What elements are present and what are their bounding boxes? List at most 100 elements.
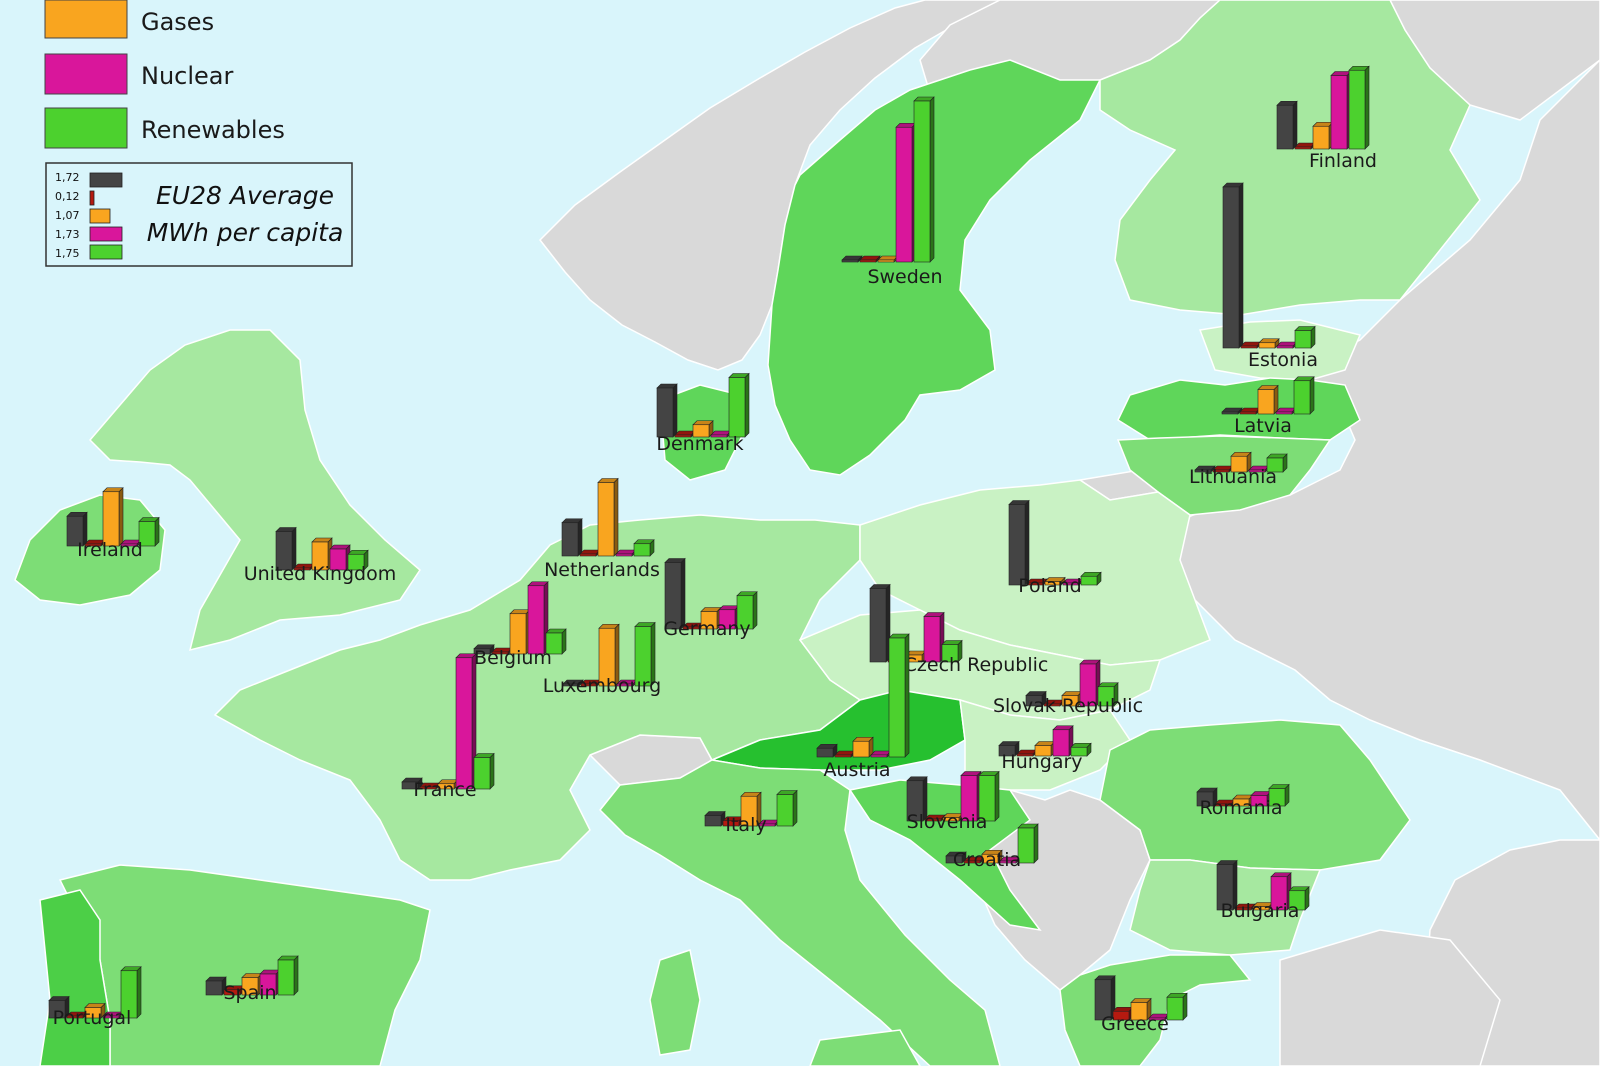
bar-side-greece-renewables xyxy=(1182,992,1188,1021)
bar-front-latvia-renewables xyxy=(1293,380,1311,415)
bar-portugal-solids xyxy=(48,995,70,1019)
bar-front-united-kingdom-gases xyxy=(311,541,329,571)
legend-swatch-nuclear xyxy=(44,53,128,95)
bar-top-czech-republic-solids xyxy=(869,584,891,589)
bar-top-france-renewables xyxy=(473,753,495,758)
bar-front-netherlands-renewables xyxy=(633,543,651,557)
bar-side-spain-renewables xyxy=(293,955,299,996)
bar-slovak-republic-renewables xyxy=(1097,682,1119,707)
bar-top-latvia-gases xyxy=(1257,385,1279,390)
bar-front-netherlands-solids xyxy=(561,522,579,557)
bar-top-sweden-oil xyxy=(859,255,881,261)
bar-top-united-kingdom-solids xyxy=(275,527,297,532)
bar-front-france-solids xyxy=(401,781,419,790)
bar-united-kingdom-solids xyxy=(275,526,297,571)
ireland-region xyxy=(14,494,166,606)
country-charts: Sweden Finland Estonia Latvia Lithuania Denma… xyxy=(48,65,1377,1035)
bar-front-finland-oil xyxy=(1294,146,1312,150)
bar-top-finland-gases xyxy=(1312,121,1334,127)
country-label-romania: Romania xyxy=(1199,797,1282,819)
average-value-nuclear: 1,73 xyxy=(55,228,80,241)
chart-slovak-republic: Slovak Republic xyxy=(993,659,1143,717)
bar-greece-renewables xyxy=(1166,992,1188,1021)
bar-front-romania-oil xyxy=(1214,803,1232,807)
bar-front-greece-nuclear xyxy=(1148,1017,1166,1021)
chart-estonia: Estonia xyxy=(1222,182,1318,371)
chart-czech-republic: Czech Republic xyxy=(869,583,1048,676)
bar-greece-solids xyxy=(1094,975,1116,1021)
bar-side-denmark-renewables xyxy=(744,372,750,438)
bar-top-austria-gases xyxy=(852,736,874,742)
bar-top-latvia-solids xyxy=(1221,407,1243,413)
bar-side-italy-renewables xyxy=(792,789,798,827)
bar-greece-gases xyxy=(1130,997,1152,1021)
bar-side-finland-solids xyxy=(1292,100,1298,150)
bar-front-lithuania-gases xyxy=(1230,455,1248,473)
bar-top-ireland-gases xyxy=(102,487,124,493)
bar-estonia-solids xyxy=(1222,182,1244,349)
chart-latvia: Latvia xyxy=(1221,376,1315,437)
bar-top-austria-oil xyxy=(834,750,856,756)
bar-front-united-kingdom-solids xyxy=(275,531,293,571)
chart-france: France xyxy=(401,653,495,801)
bar-top-ireland-renewables xyxy=(138,517,160,522)
bar-top-belgium-gases xyxy=(509,609,531,615)
country-label-united-kingdom: United Kingdom xyxy=(244,563,397,585)
bar-front-ireland-oil xyxy=(84,543,102,547)
bar-top-slovenia-nuclear xyxy=(960,771,982,776)
average-unit: MWh per capita xyxy=(147,218,344,247)
bar-front-croatia-renewables xyxy=(1017,827,1035,864)
bar-front-czech-republic-nuclear xyxy=(923,616,941,663)
bar-front-united-kingdom-oil xyxy=(293,567,311,571)
bar-italy-renewables xyxy=(776,789,798,827)
chart-portugal: Portugal xyxy=(48,966,142,1029)
bar-lithuania-renewables xyxy=(1266,453,1288,473)
bar-front-portugal-renewables xyxy=(120,970,138,1019)
average-bar-solids xyxy=(89,172,123,188)
legend-label-gases: Gases xyxy=(141,8,214,36)
country-label-germany: Germany xyxy=(663,618,750,640)
bar-top-finland-renewables xyxy=(1348,65,1370,71)
bar-front-austria-oil xyxy=(834,754,852,758)
bar-front-denmark-oil xyxy=(674,434,692,438)
bar-top-estonia-solids xyxy=(1222,182,1244,188)
bar-top-netherlands-gases xyxy=(597,478,619,483)
country-label-slovak-republic: Slovak Republic xyxy=(993,695,1143,717)
bar-front-hungary-solids xyxy=(998,745,1016,757)
bar-top-austria-renewables xyxy=(888,633,910,639)
bar-top-united-kingdom-nuclear xyxy=(329,544,351,550)
bar-top-netherlands-solids xyxy=(561,518,583,524)
bar-croatia-solids xyxy=(945,851,967,864)
bar-front-lithuania-oil xyxy=(1212,469,1230,473)
chart-croatia: Croatia xyxy=(945,823,1039,871)
bar-bulgaria-renewables xyxy=(1288,886,1310,911)
bar-front-netherlands-oil xyxy=(579,553,597,557)
bar-ireland-renewables xyxy=(138,516,160,547)
bar-front-belgium-nuclear xyxy=(527,585,545,655)
bar-top-greece-renewables xyxy=(1166,992,1188,998)
chart-bulgaria: Bulgaria xyxy=(1216,859,1310,922)
bar-front-luxembourg-solids xyxy=(562,683,580,687)
bar-front-austria-gases xyxy=(852,740,870,758)
bar-front-latvia-gases xyxy=(1257,389,1275,415)
bar-top-romania-renewables xyxy=(1268,784,1290,789)
bar-estonia-gases xyxy=(1258,338,1280,349)
bar-front-bulgaria-gases xyxy=(1252,906,1270,911)
bar-front-poland-nuclear xyxy=(1062,582,1080,586)
bar-side-portugal-renewables xyxy=(136,966,142,1019)
legend-label-renewables: Renewables xyxy=(141,116,285,144)
bar-top-slovak-republic-nuclear xyxy=(1079,659,1101,665)
sweden-region xyxy=(767,59,1102,476)
bar-front-finland-renewables xyxy=(1348,69,1366,150)
bar-side-ireland-gases xyxy=(118,487,124,547)
bar-top-sweden-gases xyxy=(877,255,899,261)
chart-slovenia: Slovenia xyxy=(906,770,1000,833)
bar-side-poland-solids xyxy=(1024,499,1030,586)
bar-front-estonia-nuclear xyxy=(1276,345,1294,349)
bar-front-czech-republic-renewables xyxy=(941,644,959,663)
bar-slovak-republic-solids xyxy=(1025,690,1047,707)
bar-side-croatia-renewables xyxy=(1033,823,1039,864)
finland-region xyxy=(1099,0,1481,316)
country-label-slovenia: Slovenia xyxy=(907,811,988,833)
bar-top-sweden-solids xyxy=(841,255,863,261)
